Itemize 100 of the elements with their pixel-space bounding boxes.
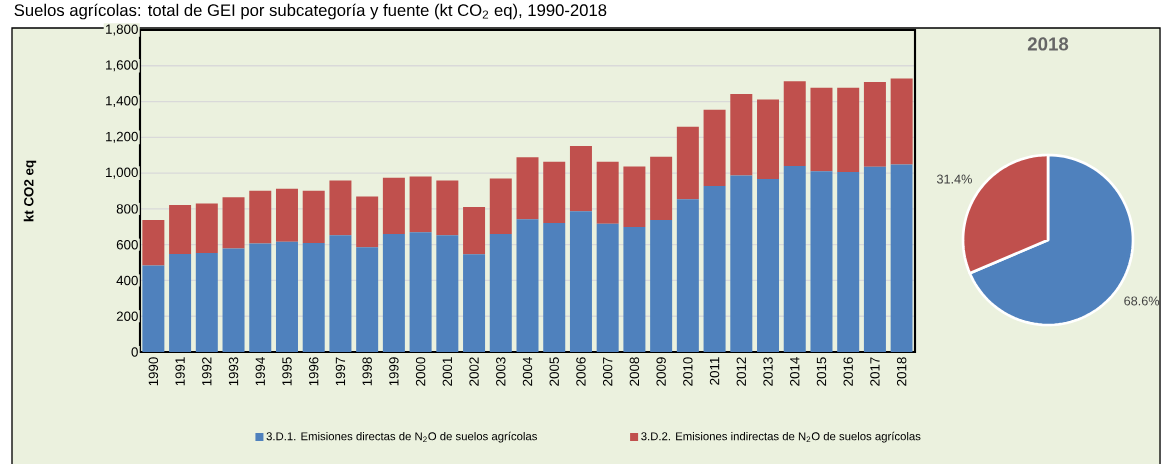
bar: [382, 177, 405, 234]
bar: [382, 233, 405, 352]
bar: [436, 235, 459, 352]
bar: [890, 78, 913, 165]
y-tick-label: 1,400: [106, 96, 138, 108]
x-tick-label: 2002: [469, 357, 479, 386]
x-tick-label: 2011: [709, 357, 720, 385]
x-tick-label: 2007: [602, 357, 613, 386]
bar: [837, 172, 860, 352]
x-tick-label: 1998: [362, 357, 372, 386]
bar: [543, 161, 566, 224]
bar: [757, 99, 780, 180]
bar: [436, 180, 459, 236]
bar: [463, 206, 486, 255]
x-tick-label: 1996: [309, 357, 319, 386]
bar: [409, 176, 432, 233]
y-tick-label: 800: [116, 204, 138, 214]
bar: [596, 223, 619, 352]
bar: [569, 211, 592, 352]
bar: [409, 232, 432, 352]
x-tick-label: 2013: [763, 357, 773, 386]
bar: [569, 146, 592, 212]
y-tick-label: 400: [116, 275, 138, 286]
bar: [169, 253, 192, 352]
bar: [650, 219, 673, 352]
bar: [302, 190, 325, 244]
y-tick-label: 0: [131, 347, 138, 357]
x-tick-label: 2017: [870, 357, 880, 386]
y-tick-label: 1,600: [106, 60, 138, 72]
bar: [730, 175, 753, 352]
bar: [275, 241, 298, 352]
bar: [169, 204, 192, 254]
bar: [142, 265, 165, 352]
x-tick-label: 1997: [335, 357, 346, 386]
bar: [543, 223, 566, 352]
bar: [329, 180, 352, 236]
x-tick-label: 2016: [843, 357, 853, 386]
x-tick-label: 2018: [896, 357, 907, 386]
x-tick-label: 1994: [255, 357, 265, 386]
x-tick-label: 1995: [282, 357, 292, 386]
legend-label: 3.D.1. Emisiones directas de N$_{2}$O de suelos agrícolas: [266, 431, 537, 443]
x-tick-label: 1990: [148, 357, 159, 386]
bar: [516, 219, 539, 352]
legend-label: 3.D.2. Emisiones indirectas de N$_{2}$O de suelos agrícolas: [641, 431, 921, 443]
x-tick-label: 1993: [228, 357, 239, 386]
x-tick-label: 2001: [442, 357, 453, 386]
bar: [195, 203, 218, 254]
bar: [703, 185, 726, 352]
y-tick-label: 1,000: [106, 167, 138, 179]
bar: [356, 196, 379, 248]
x-tick-label: 1991: [175, 357, 185, 386]
bar: [890, 164, 913, 352]
x-tick-label: 2010: [683, 357, 693, 386]
x-tick-label: 2000: [415, 357, 426, 386]
bar: [356, 247, 379, 352]
x-tick-label: 2005: [549, 357, 559, 386]
bar: [863, 82, 886, 167]
bar: [783, 81, 806, 166]
bar: [730, 94, 753, 176]
x-tick-label: 2008: [629, 357, 640, 386]
y-tick-label: 600: [116, 239, 138, 250]
bar: [810, 171, 833, 352]
bar: [489, 178, 512, 234]
bar: [810, 87, 833, 172]
x-tick-label: 2014: [790, 357, 800, 386]
bar: [596, 161, 619, 224]
x-tick-label: 2012: [736, 357, 747, 386]
bar: [463, 254, 486, 352]
bar: [623, 166, 646, 227]
bar: [783, 165, 806, 352]
y-tick-label: 1,200: [106, 131, 138, 143]
bar: [863, 166, 886, 352]
x-tick-label: 2003: [496, 357, 506, 386]
x-tick-label: 2004: [522, 357, 533, 386]
y-axis-title: kt CO2 eq: [23, 160, 37, 222]
bar: [623, 226, 646, 352]
chart-title: 2018: [1027, 37, 1069, 51]
x-tick-label: 1999: [389, 357, 399, 386]
bar: [195, 253, 218, 352]
bar: [302, 243, 325, 352]
chart-title: Suelos agrícolas: total de GEI por subcategoría y fuente (kt CO$_{2}$ eq), 1990-2018: [14, 3, 607, 20]
y-tick-label: 1,800: [106, 24, 138, 36]
bar: [489, 233, 512, 352]
bar: [275, 188, 298, 242]
bar: [757, 179, 780, 352]
bar: [516, 157, 539, 220]
bar: [703, 109, 726, 186]
bar: [650, 156, 673, 220]
x-tick-label: 2009: [656, 357, 666, 386]
y-tick-label: 200: [116, 311, 138, 321]
data-label: 31.4%: [936, 174, 972, 184]
x-tick-label: 2015: [816, 357, 827, 386]
bar: [837, 87, 860, 173]
bar: [222, 197, 245, 249]
x-tick-label: 2006: [576, 357, 586, 386]
x-tick-label: 1992: [202, 357, 212, 386]
bar: [676, 199, 699, 352]
data-label: 68.6%: [1124, 296, 1160, 306]
bar: [222, 248, 245, 352]
bar: [329, 235, 352, 352]
